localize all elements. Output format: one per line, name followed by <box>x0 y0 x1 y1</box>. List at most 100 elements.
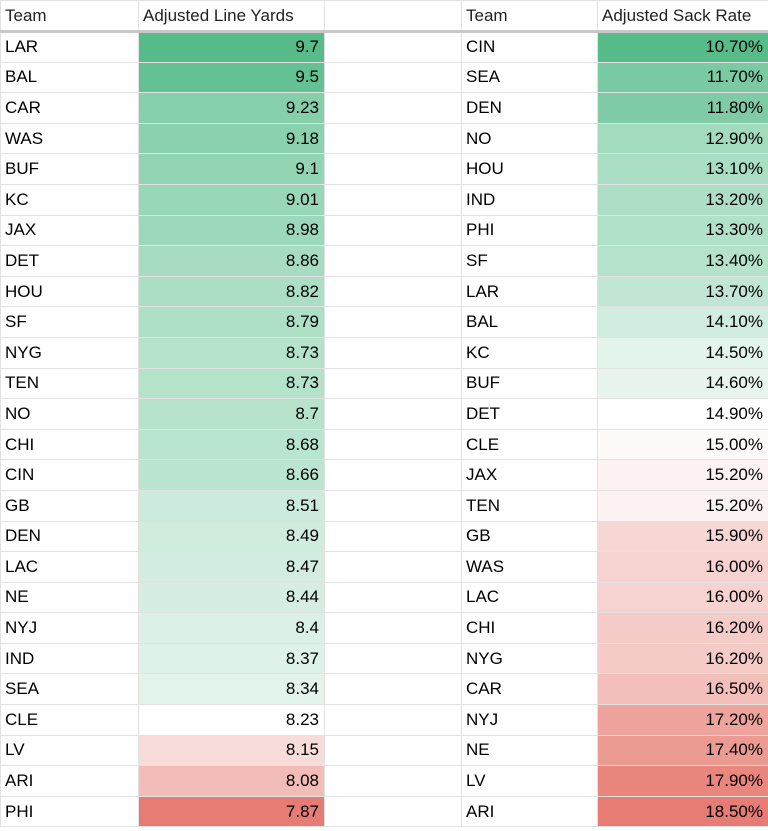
spacer-cell[interactable] <box>324 459 462 491</box>
team-b-cell[interactable]: WAS <box>461 551 598 583</box>
team-b-cell[interactable]: CLE <box>461 428 598 461</box>
adjusted-sack-rate-cell[interactable]: 15.00% <box>597 428 768 461</box>
adjusted-line-yards-cell[interactable]: 8.73 <box>138 336 325 369</box>
adjusted-sack-rate-cell[interactable]: 13.70% <box>597 275 768 308</box>
adjusted-sack-rate-cell[interactable]: 12.90% <box>597 122 768 155</box>
team-a-cell[interactable]: LAC <box>0 551 139 583</box>
spacer-cell[interactable] <box>324 673 462 706</box>
team-b-cell[interactable]: LAR <box>461 275 598 308</box>
spacer-cell[interactable] <box>324 704 462 736</box>
team-b-cell[interactable]: HOU <box>461 153 598 185</box>
adjusted-line-yards-cell[interactable]: 8.73 <box>138 367 325 400</box>
adjusted-line-yards-cell[interactable]: 8.51 <box>138 489 325 522</box>
team-b-cell[interactable]: KC <box>461 336 598 369</box>
header-team-a[interactable]: Team <box>0 0 139 33</box>
header-adjusted-sack-rate[interactable]: Adjusted Sack Rate <box>597 0 768 33</box>
adjusted-sack-rate-cell[interactable]: 16.20% <box>597 642 768 675</box>
team-a-cell[interactable]: PHI <box>0 795 139 828</box>
spacer-cell[interactable] <box>324 642 462 675</box>
adjusted-line-yards-cell[interactable]: 8.86 <box>138 245 325 277</box>
adjusted-sack-rate-cell[interactable]: 14.10% <box>597 306 768 338</box>
adjusted-line-yards-cell[interactable]: 8.47 <box>138 551 325 583</box>
team-b-cell[interactable]: CAR <box>461 673 598 706</box>
team-a-cell[interactable]: NYJ <box>0 612 139 644</box>
adjusted-sack-rate-cell[interactable]: 16.20% <box>597 612 768 644</box>
adjusted-sack-rate-cell[interactable]: 15.20% <box>597 489 768 522</box>
adjusted-line-yards-cell[interactable]: 8.7 <box>138 398 325 430</box>
adjusted-sack-rate-cell[interactable]: 16.00% <box>597 581 768 614</box>
spacer-cell[interactable] <box>324 734 462 767</box>
team-b-cell[interactable]: IND <box>461 183 598 216</box>
team-a-cell[interactable]: BUF <box>0 153 139 185</box>
adjusted-line-yards-cell[interactable]: 9.5 <box>138 61 325 94</box>
spacer-cell[interactable] <box>324 520 462 553</box>
spacer-cell[interactable] <box>324 245 462 277</box>
adjusted-sack-rate-cell[interactable]: 11.70% <box>597 61 768 94</box>
team-b-cell[interactable]: GB <box>461 520 598 553</box>
team-a-cell[interactable]: KC <box>0 183 139 216</box>
team-b-cell[interactable]: SEA <box>461 61 598 94</box>
adjusted-sack-rate-cell[interactable]: 17.20% <box>597 704 768 736</box>
team-a-cell[interactable]: LAR <box>0 31 139 63</box>
team-a-cell[interactable]: IND <box>0 642 139 675</box>
team-b-cell[interactable]: TEN <box>461 489 598 522</box>
spacer-cell[interactable] <box>324 367 462 400</box>
spacer-cell[interactable] <box>324 275 462 308</box>
adjusted-line-yards-cell[interactable]: 8.79 <box>138 306 325 338</box>
adjusted-sack-rate-cell[interactable]: 10.70% <box>597 31 768 63</box>
spacer-cell[interactable] <box>324 153 462 185</box>
adjusted-line-yards-cell[interactable]: 8.98 <box>138 214 325 247</box>
team-a-cell[interactable]: CHI <box>0 428 139 461</box>
team-b-cell[interactable]: LV <box>461 765 598 797</box>
adjusted-line-yards-cell[interactable]: 9.18 <box>138 122 325 155</box>
spacer-cell[interactable] <box>324 0 462 33</box>
adjusted-sack-rate-cell[interactable]: 16.50% <box>597 673 768 706</box>
adjusted-sack-rate-cell[interactable]: 14.60% <box>597 367 768 400</box>
team-b-cell[interactable]: NYG <box>461 642 598 675</box>
team-a-cell[interactable]: HOU <box>0 275 139 308</box>
team-a-cell[interactable]: SF <box>0 306 139 338</box>
adjusted-line-yards-cell[interactable]: 9.1 <box>138 153 325 185</box>
team-a-cell[interactable]: BAL <box>0 61 139 94</box>
spacer-cell[interactable] <box>324 612 462 644</box>
team-b-cell[interactable]: CHI <box>461 612 598 644</box>
adjusted-sack-rate-cell[interactable]: 13.40% <box>597 245 768 277</box>
team-a-cell[interactable]: GB <box>0 489 139 522</box>
team-b-cell[interactable]: DEN <box>461 92 598 124</box>
spacer-cell[interactable] <box>324 428 462 461</box>
team-b-cell[interactable]: BUF <box>461 367 598 400</box>
team-b-cell[interactable]: SF <box>461 245 598 277</box>
spacer-cell[interactable] <box>324 306 462 338</box>
team-a-cell[interactable]: LV <box>0 734 139 767</box>
team-b-cell[interactable]: CIN <box>461 31 598 63</box>
adjusted-sack-rate-cell[interactable]: 11.80% <box>597 92 768 124</box>
adjusted-line-yards-cell[interactable]: 8.15 <box>138 734 325 767</box>
adjusted-sack-rate-cell[interactable]: 17.40% <box>597 734 768 767</box>
adjusted-sack-rate-cell[interactable]: 16.00% <box>597 551 768 583</box>
spacer-cell[interactable] <box>324 122 462 155</box>
header-adjusted-line-yards[interactable]: Adjusted Line Yards <box>138 0 325 33</box>
team-a-cell[interactable]: NYG <box>0 336 139 369</box>
adjusted-sack-rate-cell[interactable]: 17.90% <box>597 765 768 797</box>
adjusted-line-yards-cell[interactable]: 9.01 <box>138 183 325 216</box>
adjusted-sack-rate-cell[interactable]: 18.50% <box>597 795 768 828</box>
adjusted-line-yards-cell[interactable]: 8.66 <box>138 459 325 491</box>
team-b-cell[interactable]: BAL <box>461 306 598 338</box>
team-a-cell[interactable]: CAR <box>0 92 139 124</box>
adjusted-line-yards-cell[interactable]: 8.37 <box>138 642 325 675</box>
team-a-cell[interactable]: JAX <box>0 214 139 247</box>
adjusted-line-yards-cell[interactable]: 8.49 <box>138 520 325 553</box>
spacer-cell[interactable] <box>324 336 462 369</box>
spacer-cell[interactable] <box>324 61 462 94</box>
spacer-cell[interactable] <box>324 489 462 522</box>
team-a-cell[interactable]: DET <box>0 245 139 277</box>
adjusted-line-yards-cell[interactable]: 8.34 <box>138 673 325 706</box>
adjusted-sack-rate-cell[interactable]: 14.50% <box>597 336 768 369</box>
team-a-cell[interactable]: SEA <box>0 673 139 706</box>
adjusted-line-yards-cell[interactable]: 8.08 <box>138 765 325 797</box>
adjusted-sack-rate-cell[interactable]: 15.90% <box>597 520 768 553</box>
team-b-cell[interactable]: NO <box>461 122 598 155</box>
adjusted-line-yards-cell[interactable]: 8.68 <box>138 428 325 461</box>
team-a-cell[interactable]: WAS <box>0 122 139 155</box>
team-a-cell[interactable]: NO <box>0 398 139 430</box>
